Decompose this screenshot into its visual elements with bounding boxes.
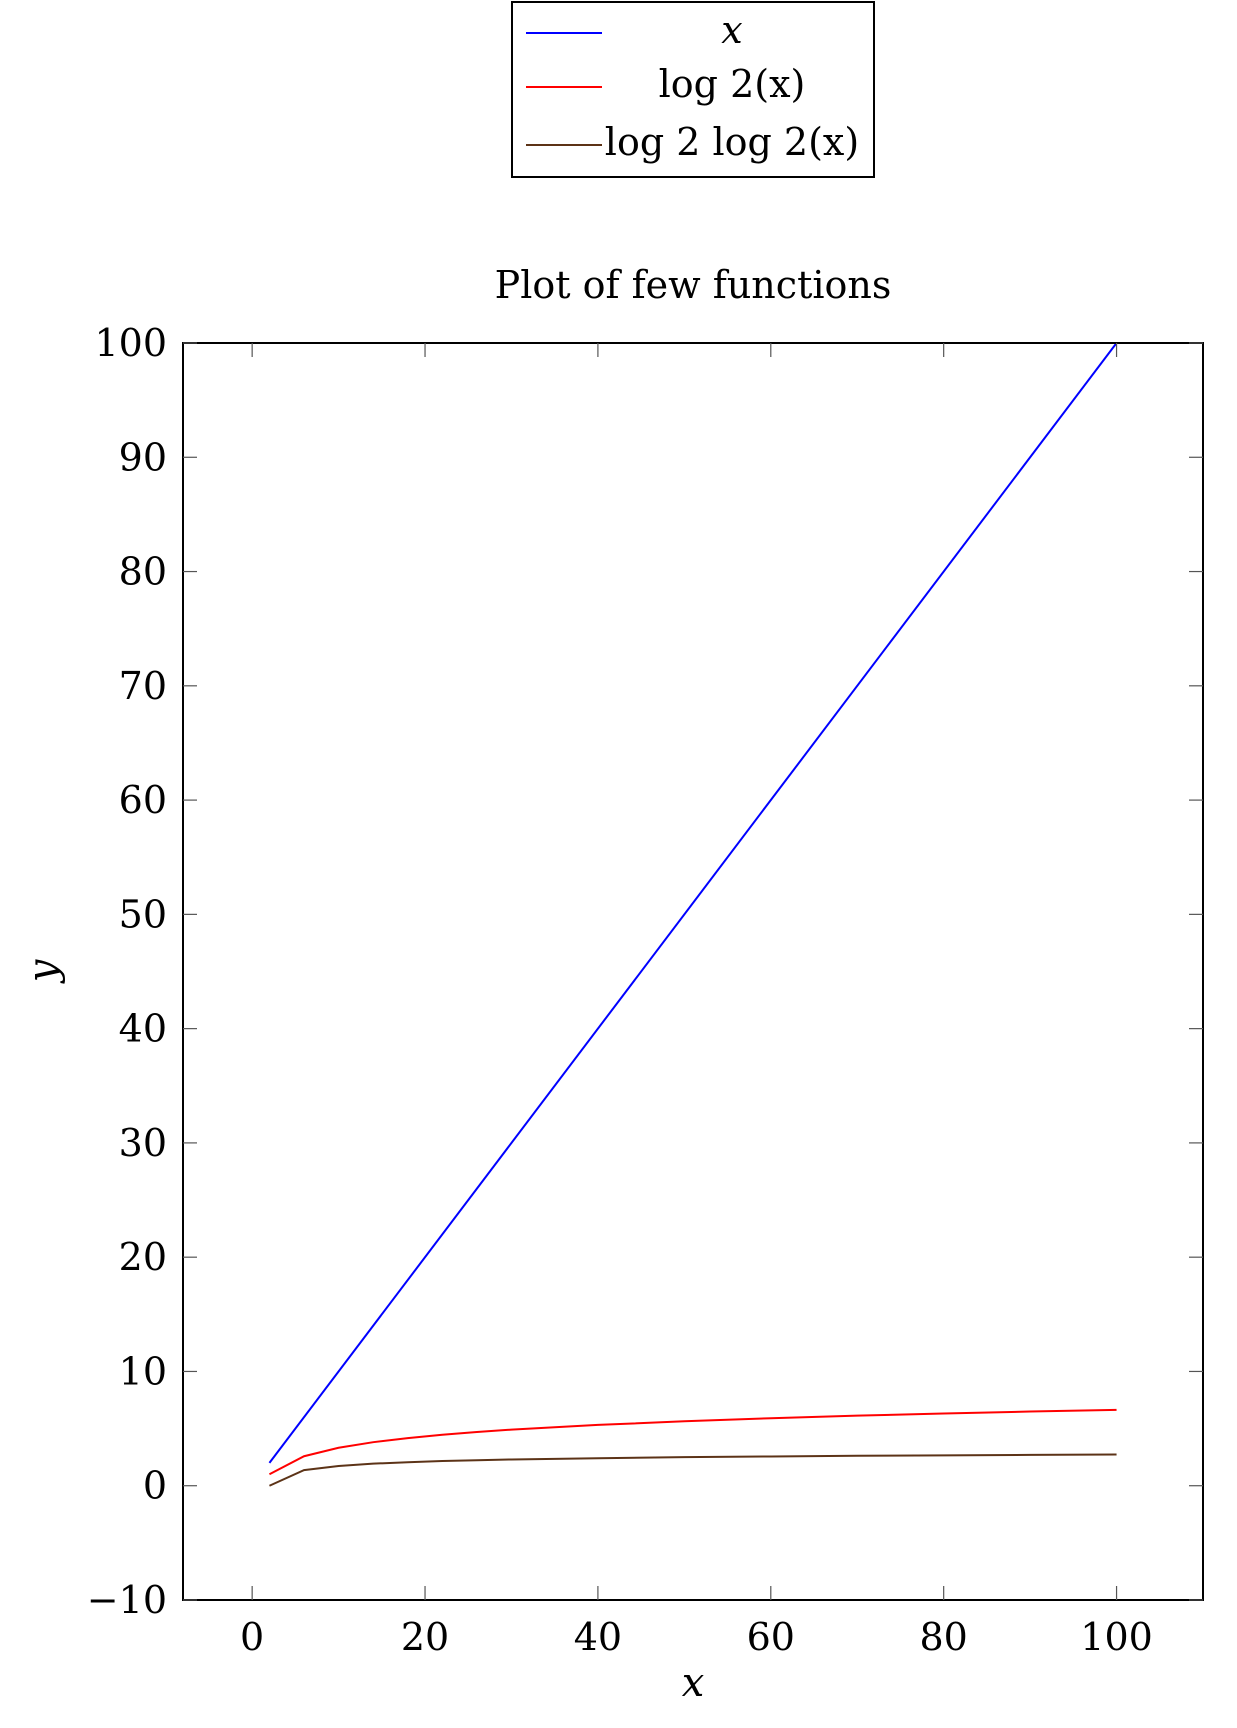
series-line-1 <box>268 1408 1117 1476</box>
y-tick-label: 30 <box>119 1121 167 1165</box>
legend-label-0: x <box>721 8 742 52</box>
x-tick-label: 80 <box>919 1615 967 1659</box>
plot-area: 0 20 40 60 80 100 −10 0 10 20 30 40 50 60 70 80 90 100 <box>87 321 1204 1659</box>
y-tick-label: 50 <box>119 892 167 936</box>
x-axis-label: x <box>682 1660 705 1706</box>
y-tick-label: 100 <box>94 321 167 365</box>
x-tick-label: 60 <box>747 1615 795 1659</box>
legend: x log 2(x) log 2 log 2(x) <box>511 1 875 178</box>
plot-frame <box>182 342 1204 1601</box>
legend-label-1: log 2(x) <box>659 62 806 106</box>
x-tick-label: 40 <box>574 1615 622 1659</box>
y-tick-label: 40 <box>119 1007 167 1051</box>
y-tick-label: 80 <box>119 550 167 594</box>
series-line-0 <box>268 342 1118 1464</box>
x-tick-label: 20 <box>401 1615 449 1659</box>
y-tick-label: 60 <box>119 778 167 822</box>
x-tick-label: 100 <box>1080 1615 1153 1659</box>
series-line-2 <box>269 1453 1117 1487</box>
legend-label-2: log 2 log 2(x) <box>605 120 859 164</box>
y-tick-label: 70 <box>119 664 167 708</box>
y-tick-label: 90 <box>119 435 167 479</box>
y-tick-label: 10 <box>119 1349 167 1393</box>
chart-title: Plot of few functions <box>495 263 892 307</box>
y-tick-label: −10 <box>87 1578 167 1622</box>
y-axis-label: y <box>20 958 66 984</box>
legend-box <box>511 1 875 178</box>
y-tick-label: 20 <box>119 1235 167 1279</box>
y-tick-label: 0 <box>143 1464 167 1508</box>
x-tick-label: 0 <box>240 1615 264 1659</box>
